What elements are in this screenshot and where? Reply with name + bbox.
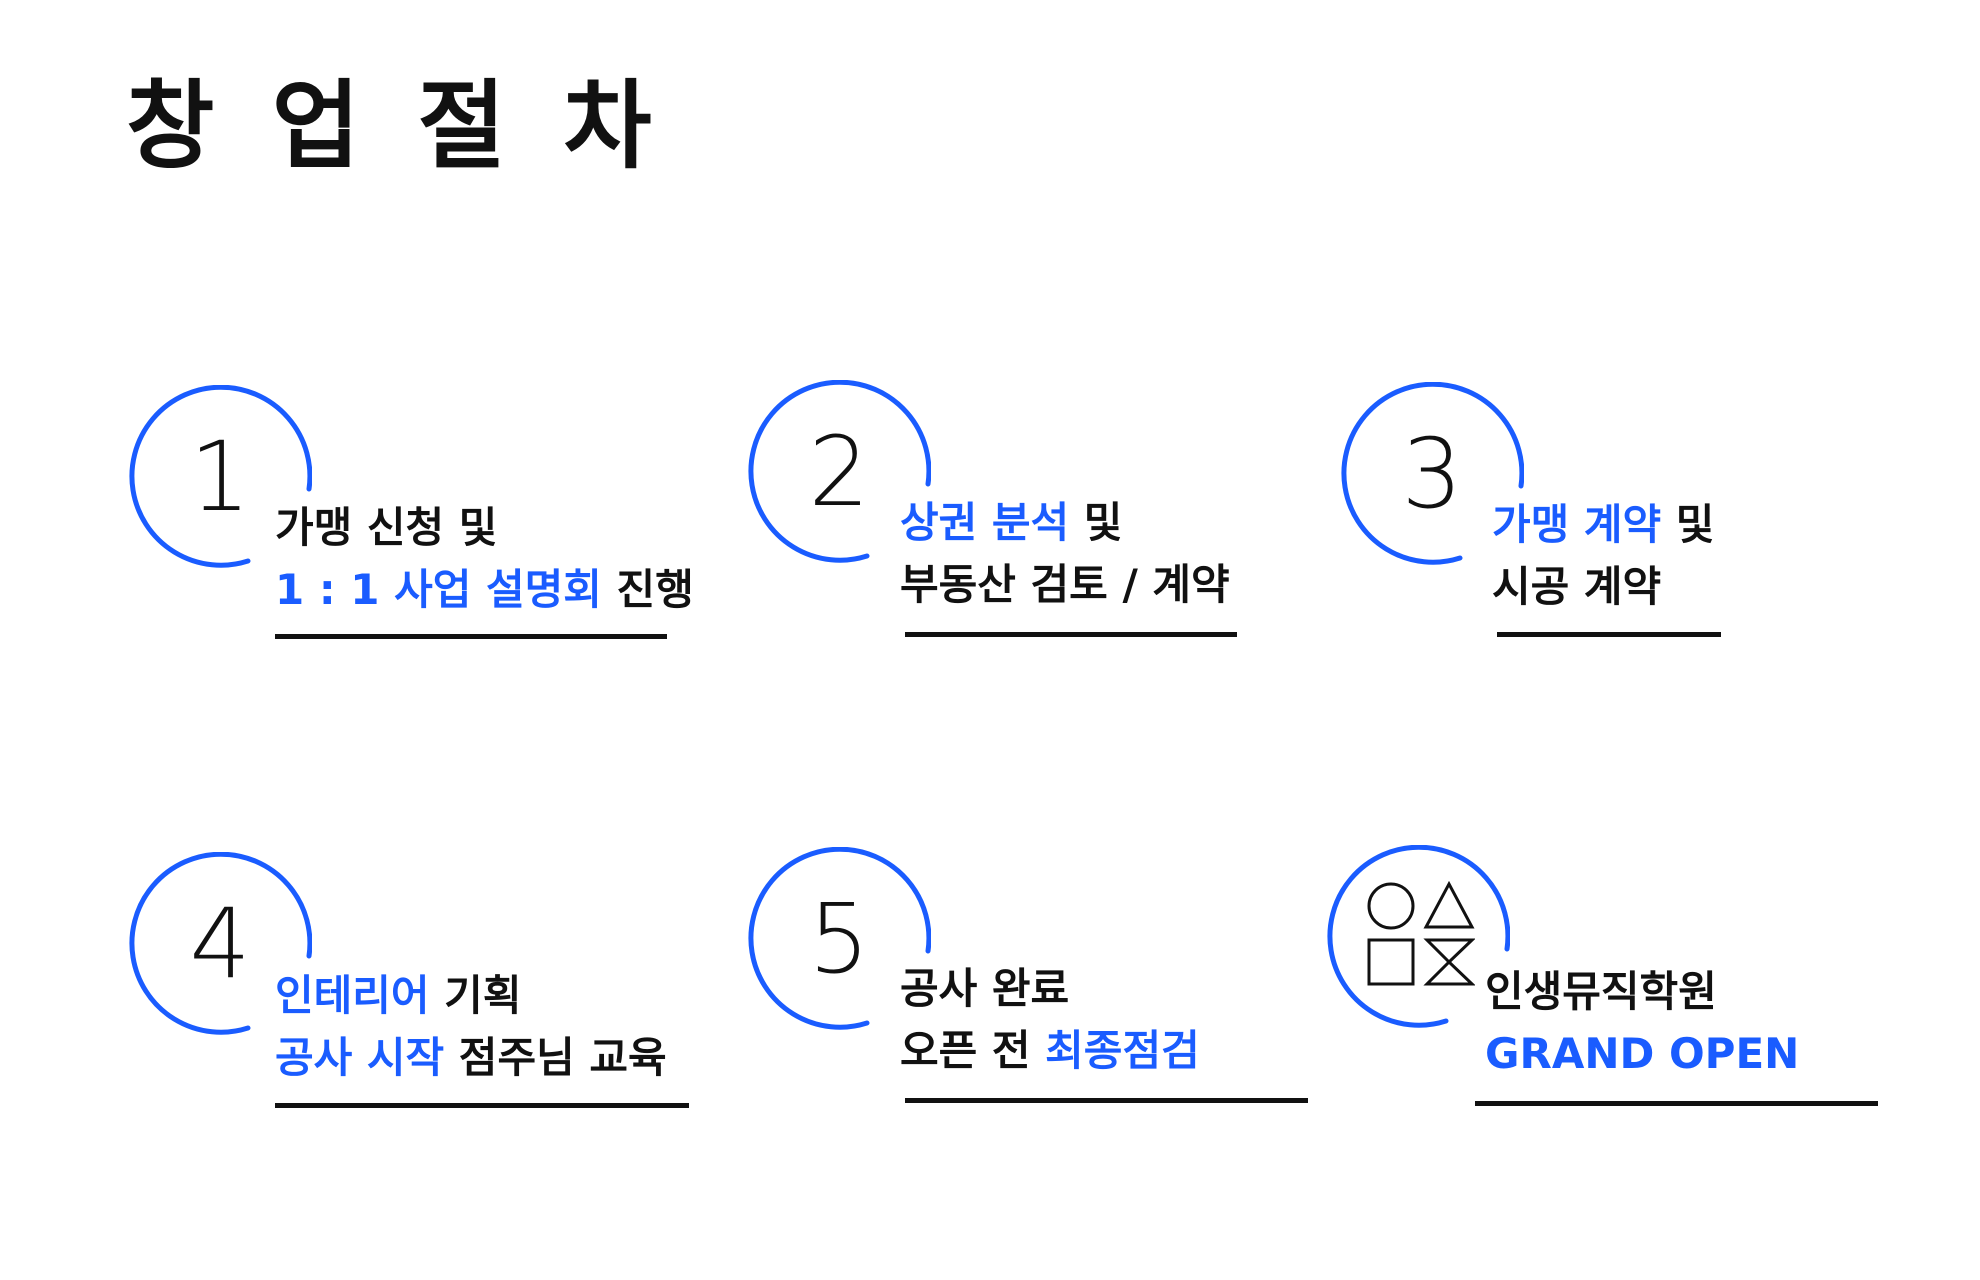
step-underline	[275, 1103, 689, 1108]
description-line: 가맹 계약 및	[1492, 494, 1714, 556]
step-number: 3	[1401, 418, 1463, 530]
description-line: GRAND OPEN	[1485, 1023, 1799, 1085]
hourglass-shape-icon	[1423, 938, 1475, 986]
plain-text: 오픈 전	[900, 1026, 1046, 1075]
triangle-shape-icon	[1423, 880, 1475, 929]
step-description: 인테리어 기획 공사 시작 점주님 교육	[275, 965, 667, 1089]
step-number: 2	[808, 416, 870, 528]
step-ring	[1341, 382, 1524, 565]
square-shape-icon	[1367, 938, 1415, 986]
plain-text: 점주님 교육	[444, 1033, 667, 1082]
step-ring	[129, 852, 312, 1035]
plain-text: 및	[1661, 500, 1715, 549]
step-ring	[748, 380, 931, 563]
description-line: 가맹 신청 및	[275, 497, 694, 559]
step-description: 가맹 신청 및 1 : 1 사업 설명회 진행	[275, 497, 694, 621]
description-line: 인테리어 기획	[275, 965, 667, 1027]
step-underline	[1475, 1101, 1878, 1106]
step-ring	[129, 385, 312, 568]
plain-text: 및	[1069, 498, 1123, 547]
description-line: 오픈 전 최종점검	[900, 1020, 1200, 1082]
highlight-text: 인테리어	[275, 971, 430, 1020]
step-underline	[275, 634, 667, 639]
plain-text: 공사 완료	[900, 964, 1070, 1013]
description-line: 인생뮤직학원	[1485, 961, 1799, 1023]
plain-text: 기획	[429, 971, 522, 1020]
highlight-text: GRAND OPEN	[1485, 1029, 1800, 1078]
highlight-text: 상권 분석	[900, 498, 1070, 547]
description-line: 1 : 1 사업 설명회 진행	[275, 559, 694, 621]
description-line: 시공 계약	[1492, 556, 1714, 618]
description-line: 상권 분석 및	[900, 492, 1230, 554]
plain-text: 진행	[601, 565, 694, 614]
description-line: 공사 시작 점주님 교육	[275, 1027, 667, 1089]
plain-text: 가맹 신청 및	[275, 503, 498, 552]
highlight-text: 공사 시작	[275, 1033, 445, 1082]
circle-shape-icon	[1367, 882, 1415, 930]
shapes-logo-icon	[1367, 880, 1475, 986]
description-line: 공사 완료	[900, 958, 1200, 1020]
step-description: 인생뮤직학원 GRAND OPEN	[1485, 961, 1799, 1085]
step-number: 4	[189, 888, 251, 1000]
step-underline	[905, 1098, 1308, 1103]
highlight-text: 1 : 1 사업 설명회	[275, 565, 602, 614]
plain-text: 부동산 검토 / 계약	[900, 560, 1230, 609]
step-underline	[905, 632, 1237, 637]
step-number: 1	[189, 421, 251, 533]
highlight-text: 최종점검	[1045, 1026, 1200, 1075]
description-line: 부동산 검토 / 계약	[900, 554, 1230, 616]
step-ring	[1327, 845, 1510, 1028]
step-underline	[1497, 632, 1721, 637]
plain-text: 인생뮤직학원	[1485, 967, 1717, 1016]
page-title: 창 업 절 차	[126, 70, 664, 182]
highlight-text: 가맹 계약	[1492, 500, 1662, 549]
step-number: 5	[808, 883, 870, 995]
plain-text: 시공 계약	[1492, 562, 1662, 611]
step-ring	[748, 847, 931, 1030]
